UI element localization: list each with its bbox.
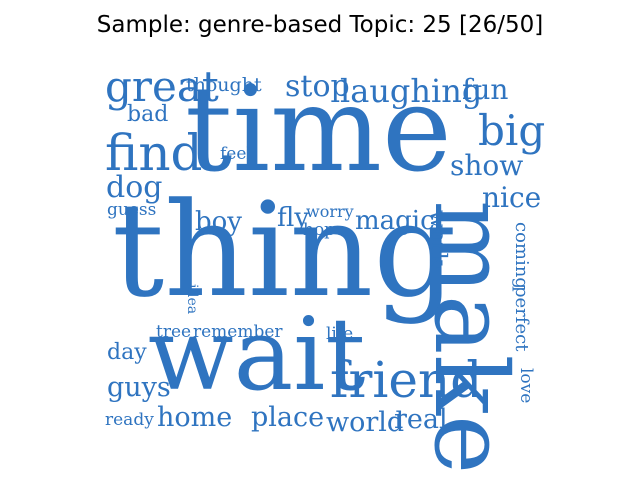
word-feel: feel <box>220 144 252 164</box>
word-day: day <box>107 340 147 365</box>
word-laughing: laughing <box>340 72 483 110</box>
word-coming: coming <box>511 222 532 289</box>
word-place: place <box>251 402 325 433</box>
word-tree: tree <box>156 322 192 342</box>
word-nice: nice <box>482 181 542 214</box>
figure-title: Sample: genre-based Topic: 25 [26/50] <box>96 12 544 38</box>
word-bad: bad <box>127 102 169 127</box>
word-real: real <box>394 404 448 435</box>
word-dog: dog <box>106 170 163 205</box>
word-work: work <box>425 210 450 266</box>
word-great: great <box>105 62 219 111</box>
word-fly: fly <box>277 203 310 233</box>
word-time: time <box>185 60 452 198</box>
word-love: love <box>516 368 536 404</box>
word-fun: fun <box>462 73 509 106</box>
word-thought: thought <box>186 74 262 96</box>
word-idea: idea <box>184 284 200 315</box>
word-hope: hope <box>303 220 346 240</box>
word-wait: wait <box>148 296 366 413</box>
word-thing: thing <box>112 174 457 326</box>
word-stop: stop <box>285 69 350 104</box>
word-remember: remember <box>193 322 283 342</box>
word-perfect: perfect <box>511 286 532 352</box>
word-life: life <box>326 324 354 344</box>
word-find: find <box>105 124 203 182</box>
word-boy: boy <box>195 207 242 237</box>
word-big: big <box>478 106 546 155</box>
word-friend: friend <box>330 351 483 409</box>
word-magic: magic <box>355 206 435 236</box>
word-ready: ready <box>105 410 154 430</box>
word-home: home <box>157 402 233 433</box>
word-guess: guess <box>107 200 157 220</box>
word-worry: worry <box>306 202 354 221</box>
word-world: world <box>326 407 405 438</box>
word-show: show <box>450 149 524 182</box>
word-guys: guys <box>107 372 171 403</box>
